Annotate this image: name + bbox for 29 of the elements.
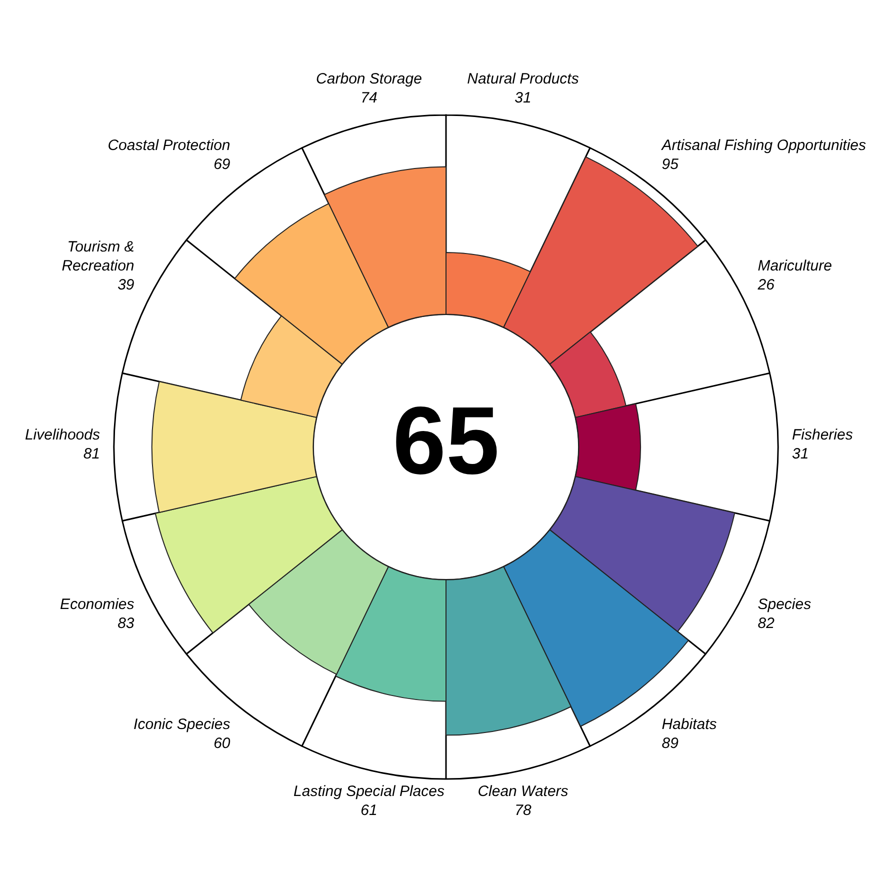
data-label: 74 xyxy=(360,89,378,106)
text: 65 xyxy=(392,387,500,494)
data-label: 81 xyxy=(83,446,100,463)
category-label: Mariculture xyxy=(758,258,832,275)
data-label: 31 xyxy=(514,89,532,106)
category-label: Economies xyxy=(60,596,135,613)
data-label: 83 xyxy=(118,614,135,632)
category-label: Iconic Species xyxy=(134,716,231,734)
category-label: Coastal Protection xyxy=(108,137,230,154)
data-label: 61 xyxy=(360,802,378,819)
category-label: Lasting Special Places xyxy=(294,782,445,800)
data-label: 82 xyxy=(758,614,776,632)
category-label: Tourism & Recreation xyxy=(62,238,134,275)
data-label: 95 xyxy=(662,156,680,174)
category-label: Clean Waters xyxy=(478,782,569,800)
data-label: 39 xyxy=(118,276,135,294)
data-label: 26 xyxy=(756,276,776,294)
data-label: 69 xyxy=(214,156,231,174)
category-label: Livelihoods xyxy=(24,426,100,444)
category-label: Species xyxy=(758,596,812,613)
data-label: 89 xyxy=(662,735,680,752)
category-label: Natural Products xyxy=(467,70,580,88)
data-label: 78 xyxy=(514,802,532,819)
category-label: Fisheries xyxy=(792,426,854,444)
data-label: 60 xyxy=(214,735,231,752)
category-label: Artisanal Fishing Opportunities xyxy=(660,137,866,154)
data-label: 31 xyxy=(792,446,809,463)
category-label: Habitats xyxy=(662,716,718,734)
category-label: Carbon Storage xyxy=(316,70,422,88)
